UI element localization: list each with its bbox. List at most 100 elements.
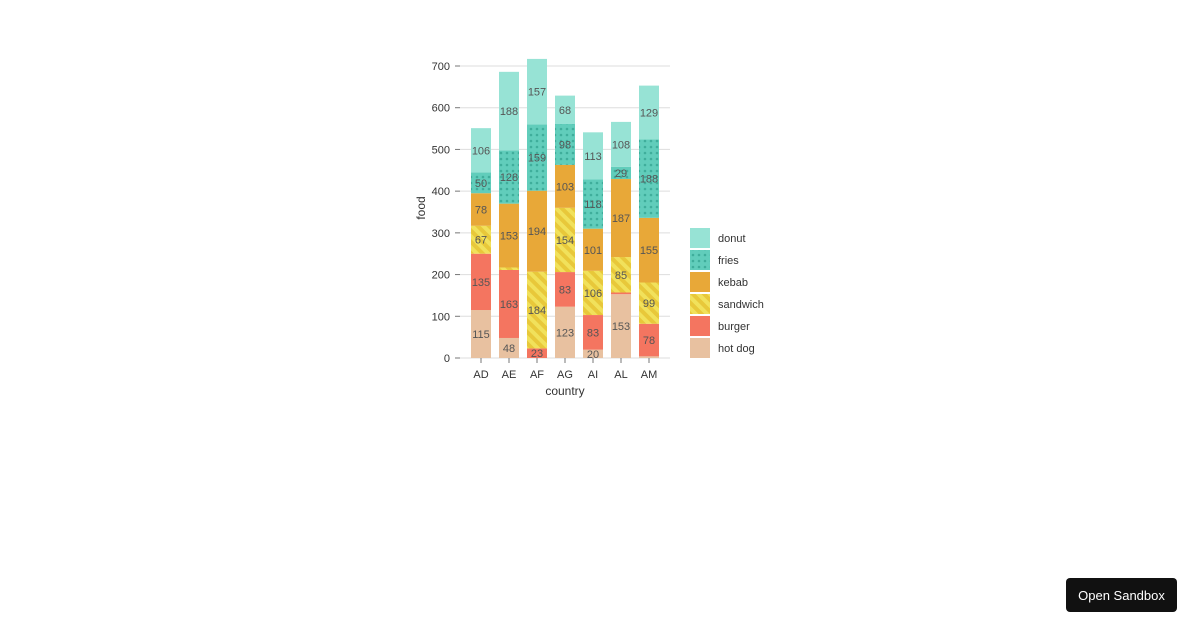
bar-AL-hot-dog [611,294,631,358]
bars [471,58,659,358]
bar-value-label: 187 [612,213,630,225]
x-tick-label: AE [502,369,517,381]
legend-swatch [690,338,710,358]
bar-AF-kebab [527,190,547,272]
bar-value-label: 153 [612,321,630,333]
bar-value-label: 135 [472,277,490,289]
bar-value-label: 159 [528,153,546,165]
bar-value-label: 106 [584,288,602,300]
x-tick-label: AM [641,369,658,381]
y-tick-label: 600 [432,103,450,115]
bar-value-label: 83 [587,327,599,339]
open-sandbox-button[interactable]: Open Sandbox [1066,578,1177,612]
bar-value-label: 50 [475,178,487,190]
legend-swatch [690,250,710,270]
bar-AG-sandwich [555,207,575,273]
bar-value-label: 85 [615,270,627,282]
bar-value-label: 184 [528,305,546,317]
legend-label: donut [718,233,746,245]
legend-label: hot dog [718,343,755,355]
x-tick-label: AD [473,369,488,381]
bar-value-label: 68 [559,105,571,117]
bar-AD-fries [471,172,491,194]
bar-AL-donut [611,121,631,167]
bar-value-label: 128 [500,172,518,184]
bar-value-label: 20 [587,349,599,361]
bar-value-label: 99 [643,298,655,310]
bar-value-label: 78 [643,335,655,347]
bar-AI-hot-dog [583,349,603,358]
legend-label: sandwich [718,299,764,311]
bar-AD-kebab [471,193,491,226]
bar-AI-donut [583,132,603,180]
bar-value-label: 103 [556,181,574,193]
bar-AL-kebab [611,179,631,258]
bar-AI-burger [583,315,603,350]
bar-AM-sandwich [639,282,659,324]
bar-value-label: 118 [584,199,602,211]
bar-AL-fries [611,166,631,180]
bar-value-label: 153 [500,231,518,243]
bar-value-label: 115 [472,329,490,341]
bar-value-label: 157 [528,87,546,99]
bar-AL-sandwich [611,257,631,293]
bar-AM-donut [639,85,659,140]
bar-AG-hot-dog [555,306,575,358]
bar-AM-fries [639,139,659,218]
bar-value-label: 29 [615,168,627,180]
bar-value-label: 101 [584,245,602,257]
legend-swatch [690,272,710,292]
y-tick-label: 400 [432,186,450,198]
y-tick-label: 200 [432,270,450,282]
bar-AG-fries [555,123,575,165]
bar-AE-sandwich [499,267,519,270]
bar-AE-hot-dog [499,337,519,358]
y-axis-title: food [414,196,428,219]
legend: donut fries kebab sandwich burger hot dog [690,228,764,358]
legend-label: fries [718,255,739,267]
bar-AG-kebab [555,164,575,208]
bar-AI-kebab [583,228,603,271]
bar-AE-kebab [499,203,519,268]
bar-value-label: 163 [500,299,518,311]
x-axis-title: country [545,384,584,398]
bar-value-label: 98 [559,139,571,151]
y-tick-label: 0 [444,353,450,365]
bar-AM-burger [639,323,659,357]
bar-AE-burger [499,269,519,338]
bar-AF-donut [527,58,547,125]
y-tick-label: 300 [432,228,450,240]
legend-label: kebab [718,277,748,289]
bar-AL-burger [611,292,631,295]
x-tick-label: AL [614,369,627,381]
bar-AF-fries [527,124,547,191]
bar-AD-burger [471,253,491,311]
bar-AF-burger [527,348,547,358]
bar-AI-fries [583,179,603,229]
legend-label: burger [718,321,750,333]
y-tick-label: 700 [432,61,450,73]
legend-swatch [690,228,710,248]
bar-AI-sandwich [583,270,603,316]
bar-AM-hot-dog [639,356,659,358]
bar-labels: 115 135 67 78 50 106 48 163 153 128 188 23 184 194 159… [472,87,658,361]
x-tick-label: AG [557,369,573,381]
bar-AF-sandwich [527,271,547,349]
bar-value-label: 188 [640,174,658,186]
bar-AD-donut [471,128,491,173]
bar-value-label: 106 [472,145,490,157]
x-tick-label: AF [530,369,544,381]
y-axis: 0 100 200 300 400 500 600 700 [432,61,460,365]
bar-AM-kebab [639,217,659,283]
legend-swatch [690,294,710,314]
bar-AG-donut [555,95,575,124]
bar-value-label: 194 [528,226,546,238]
bar-value-label: 108 [612,139,630,151]
bar-AE-fries [499,150,519,204]
x-axis: AD AE AF AG AI AL AM [473,358,657,381]
bar-value-label: 67 [475,235,487,247]
bar-value-label: 123 [556,327,574,339]
legend-swatch [690,316,710,336]
bar-value-label: 78 [475,204,487,216]
x-tick-label: AI [588,369,598,381]
